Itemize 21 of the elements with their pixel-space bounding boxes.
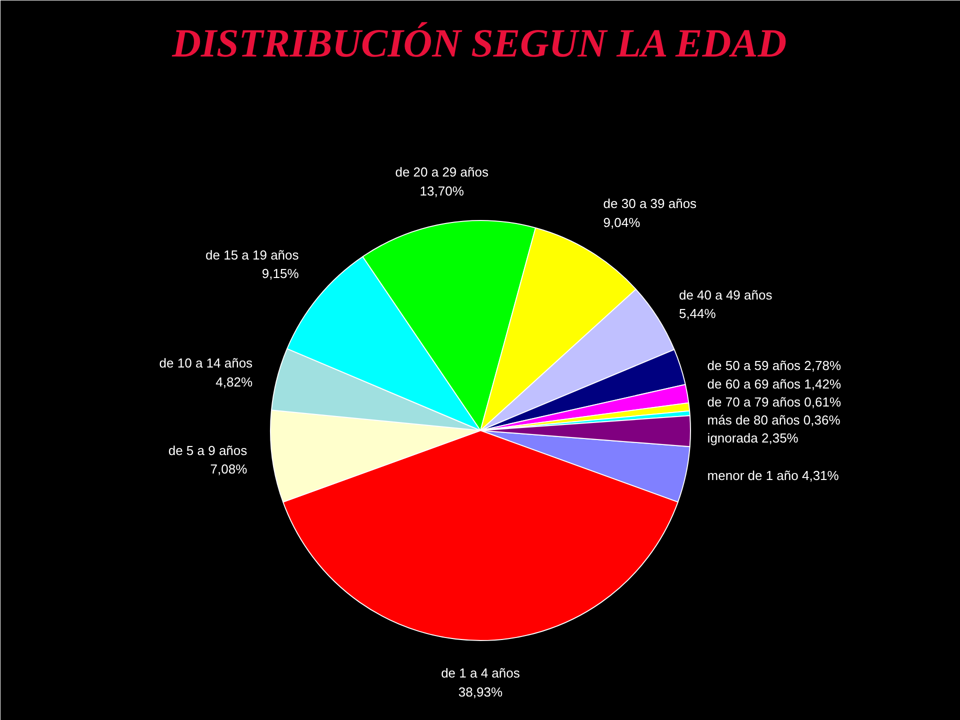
slice-label: ignorada 2,35% xyxy=(707,430,799,446)
slice-label: de 1 a 4 años xyxy=(441,666,520,681)
slice-label: de 30 a 39 años xyxy=(603,196,698,212)
data-label: 13,70% xyxy=(420,184,464,198)
data-label: 9,04% xyxy=(603,214,641,230)
data-label: 5,44% xyxy=(678,306,716,322)
data-label: 4,82% xyxy=(216,374,253,390)
slice-label: más de 80 años 0,36% xyxy=(707,412,841,428)
chart-title: DISTRIBUCIÓN SEGUN LA EDAD xyxy=(171,20,787,66)
slice-label: de 15 a 19 años xyxy=(206,247,300,262)
slice-label: menor de 1 año 4,31% xyxy=(707,468,840,484)
slice-label: de 60 a 69 años 1,42% xyxy=(707,376,842,392)
slice-label: de 40 a 49 años xyxy=(678,287,773,302)
data-label: 9,15% xyxy=(262,266,300,282)
data-label: 7,08% xyxy=(210,462,248,477)
slice-label: de 50 a 59 años 2,78% xyxy=(707,358,842,374)
data-label: 38,93% xyxy=(458,684,503,700)
slice-label: de 5 a 9 años xyxy=(168,442,248,458)
slice-label: de 70 a 79 años 0,61% xyxy=(707,394,842,410)
slice-label: de 10 a 14 años xyxy=(159,356,254,371)
slice-label: de 20 a 29 años xyxy=(395,164,489,180)
